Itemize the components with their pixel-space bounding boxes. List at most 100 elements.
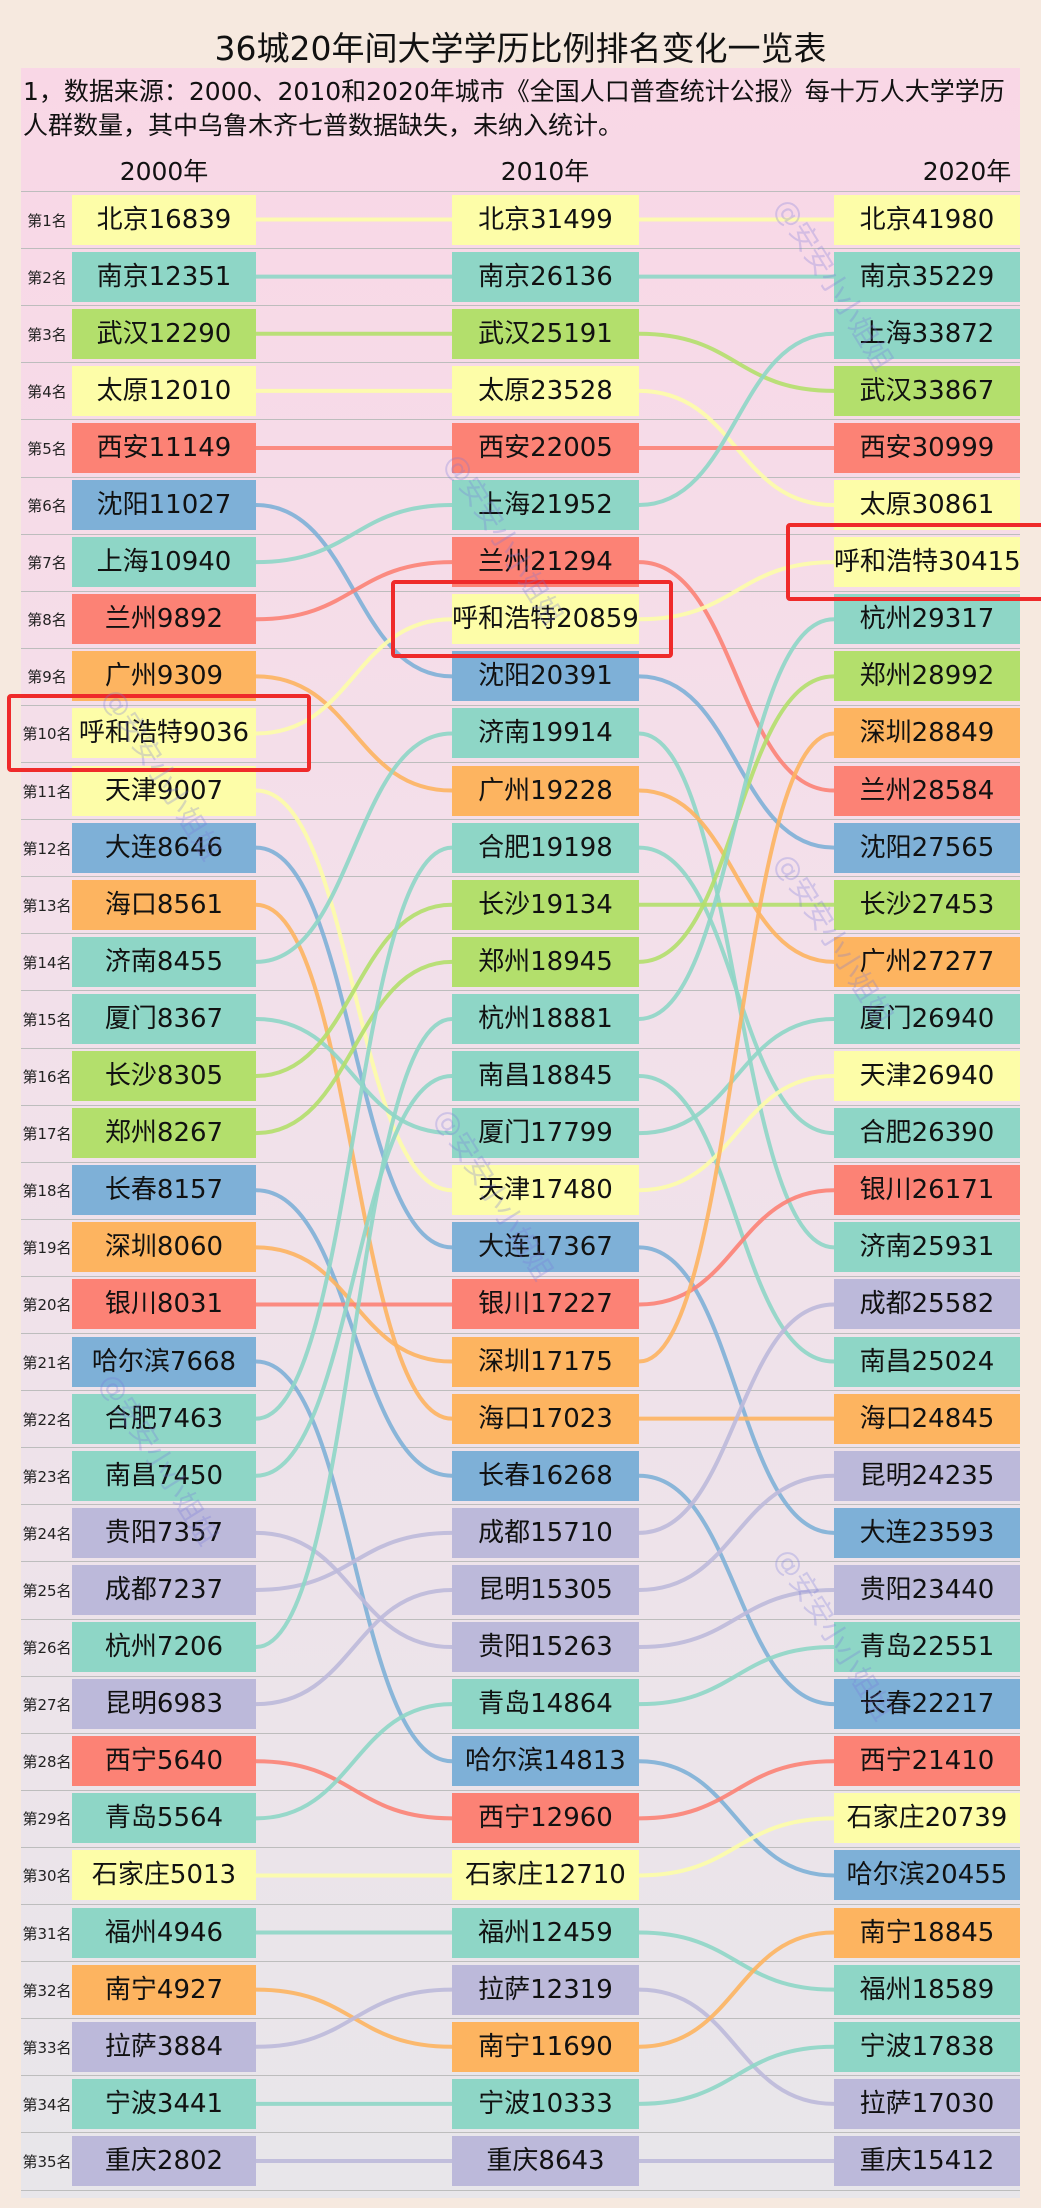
city-cell-兰州: 兰州28584 bbox=[834, 765, 1020, 816]
city-cell-广州: 广州9309 bbox=[72, 651, 256, 702]
city-cell-长春: 长春16268 bbox=[452, 1450, 639, 1501]
city-cell-青岛: 青岛22551 bbox=[834, 1622, 1020, 1673]
rank-label: 第28名 bbox=[22, 1753, 72, 1772]
data-source-note: 1，数据来源：2000、2010和2020年城市《全国人口普查统计公报》每十万人… bbox=[23, 77, 1005, 140]
city-cell-合肥: 合肥19198 bbox=[452, 822, 639, 873]
rank-label: 第23名 bbox=[22, 1467, 72, 1486]
connector-上海 bbox=[638, 331, 835, 508]
row-divider bbox=[21, 1447, 1020, 1449]
city-cell-武汉: 武汉12290 bbox=[72, 308, 256, 359]
connector-青岛 bbox=[638, 1645, 835, 1707]
row-divider bbox=[21, 1732, 1020, 1734]
connector-石家庄 bbox=[638, 1816, 835, 1878]
rank-label: 第24名 bbox=[22, 1524, 72, 1543]
row-divider bbox=[21, 2018, 1020, 2020]
city-cell-宁波: 宁波17838 bbox=[834, 2021, 1020, 2072]
city-cell-郑州: 郑州8267 bbox=[72, 1108, 256, 1159]
city-cell-海口: 海口24845 bbox=[834, 1393, 1020, 1444]
city-cell-拉萨: 拉萨17030 bbox=[834, 2078, 1020, 2129]
row-divider bbox=[21, 876, 1020, 878]
connector-长沙 bbox=[255, 902, 453, 1079]
connector-拉萨 bbox=[638, 1987, 835, 2106]
city-cell-深圳: 深圳17175 bbox=[452, 1336, 639, 1387]
rank-label: 第5名 bbox=[27, 439, 67, 458]
city-cell-贵阳: 贵阳7357 bbox=[72, 1507, 256, 1558]
city-cell-杭州: 杭州29317 bbox=[834, 594, 1020, 645]
city-cell-呼和浩特: 呼和浩特20859 bbox=[452, 594, 639, 645]
city-cell-大连: 大连8646 bbox=[72, 822, 256, 873]
rank-label: 第6名 bbox=[27, 497, 67, 516]
connector-郑州 bbox=[255, 959, 453, 1136]
city-cell-重庆: 重庆8643 bbox=[452, 2135, 639, 2186]
city-cell-宁波: 宁波3441 bbox=[72, 2078, 256, 2129]
connector-厦门 bbox=[255, 1016, 453, 1136]
city-cell-南宁: 南宁18845 bbox=[834, 1907, 1020, 1958]
year-header-2: 2020年 bbox=[922, 157, 1012, 186]
rank-label: 第35名 bbox=[22, 2152, 72, 2171]
city-cell-深圳: 深圳28849 bbox=[834, 708, 1020, 759]
city-cell-北京: 北京16839 bbox=[72, 194, 256, 245]
city-cell-南京: 南京12351 bbox=[72, 251, 256, 302]
connector-成都 bbox=[638, 1302, 835, 1535]
year-header-1: 2010年 bbox=[500, 157, 590, 186]
city-cell-郑州: 郑州28992 bbox=[834, 651, 1020, 702]
connector-西宁 bbox=[638, 1759, 835, 1821]
city-cell-石家庄: 石家庄12710 bbox=[452, 1850, 639, 1901]
city-cell-贵阳: 贵阳15263 bbox=[452, 1622, 639, 1673]
city-cell-沈阳: 沈阳11027 bbox=[72, 480, 256, 531]
rank-label: 第13名 bbox=[22, 896, 72, 915]
city-cell-合肥: 合肥26390 bbox=[834, 1108, 1020, 1159]
connector-兰州 bbox=[638, 560, 835, 793]
highlight-box-0 bbox=[7, 694, 311, 773]
row-divider bbox=[21, 419, 1020, 421]
city-cell-厦门: 厦门8367 bbox=[72, 993, 256, 1044]
city-cell-天津: 天津9007 bbox=[72, 765, 256, 816]
connector-大连 bbox=[638, 1245, 835, 1535]
city-cell-昆明: 昆明24235 bbox=[834, 1450, 1020, 1501]
connector-长春 bbox=[638, 1473, 835, 1707]
city-cell-太原: 太原12010 bbox=[72, 365, 256, 416]
rank-label: 第15名 bbox=[22, 1010, 72, 1029]
row-divider bbox=[21, 476, 1020, 478]
city-cell-天津: 天津26940 bbox=[834, 1051, 1020, 1102]
city-cell-成都: 成都25582 bbox=[834, 1279, 1020, 1330]
connector-海口 bbox=[255, 902, 453, 1421]
city-cell-武汉: 武汉33867 bbox=[834, 365, 1020, 416]
city-cell-郑州: 郑州18945 bbox=[452, 936, 639, 987]
connector-青岛 bbox=[255, 1702, 453, 1821]
city-cell-海口: 海口17023 bbox=[452, 1393, 639, 1444]
city-cell-厦门: 厦门26940 bbox=[834, 993, 1020, 1044]
city-cell-北京: 北京31499 bbox=[452, 194, 639, 245]
row-divider bbox=[21, 1390, 1020, 1392]
city-cell-拉萨: 拉萨12319 bbox=[452, 1964, 639, 2015]
city-cell-重庆: 重庆2802 bbox=[72, 2135, 256, 2186]
city-cell-哈尔滨: 哈尔滨14813 bbox=[452, 1736, 639, 1787]
row-divider bbox=[21, 1846, 1020, 1848]
row-divider bbox=[21, 647, 1020, 649]
connector-南宁 bbox=[638, 1930, 835, 2049]
rank-label: 第2名 bbox=[27, 268, 67, 287]
city-cell-西安: 西安30999 bbox=[834, 422, 1020, 473]
rank-label: 第22名 bbox=[22, 1410, 72, 1429]
row-divider bbox=[21, 1618, 1020, 1620]
rank-label: 第11名 bbox=[22, 782, 72, 801]
rank-label: 第17名 bbox=[22, 1125, 72, 1144]
connector-昆明 bbox=[638, 1473, 835, 1592]
city-cell-银川: 银川17227 bbox=[452, 1279, 639, 1330]
connector-银川 bbox=[638, 1188, 835, 1307]
city-cell-天津: 天津17480 bbox=[452, 1165, 639, 1216]
city-cell-厦门: 厦门17799 bbox=[452, 1108, 639, 1159]
rank-label: 第12名 bbox=[22, 839, 72, 858]
connector-深圳 bbox=[638, 731, 835, 1364]
connector-呼和浩特 bbox=[255, 617, 453, 736]
city-cell-青岛: 青岛14864 bbox=[452, 1679, 639, 1730]
row-divider bbox=[21, 305, 1020, 307]
city-cell-贵阳: 贵阳23440 bbox=[834, 1564, 1020, 1615]
row-divider bbox=[21, 1047, 1020, 1049]
city-cell-南京: 南京35229 bbox=[834, 251, 1020, 302]
city-cell-海口: 海口8561 bbox=[72, 879, 256, 930]
city-cell-上海: 上海33872 bbox=[834, 308, 1020, 359]
city-cell-青岛: 青岛5564 bbox=[72, 1793, 256, 1844]
city-cell-长春: 长春22217 bbox=[834, 1679, 1020, 1730]
row-divider bbox=[21, 933, 1020, 935]
